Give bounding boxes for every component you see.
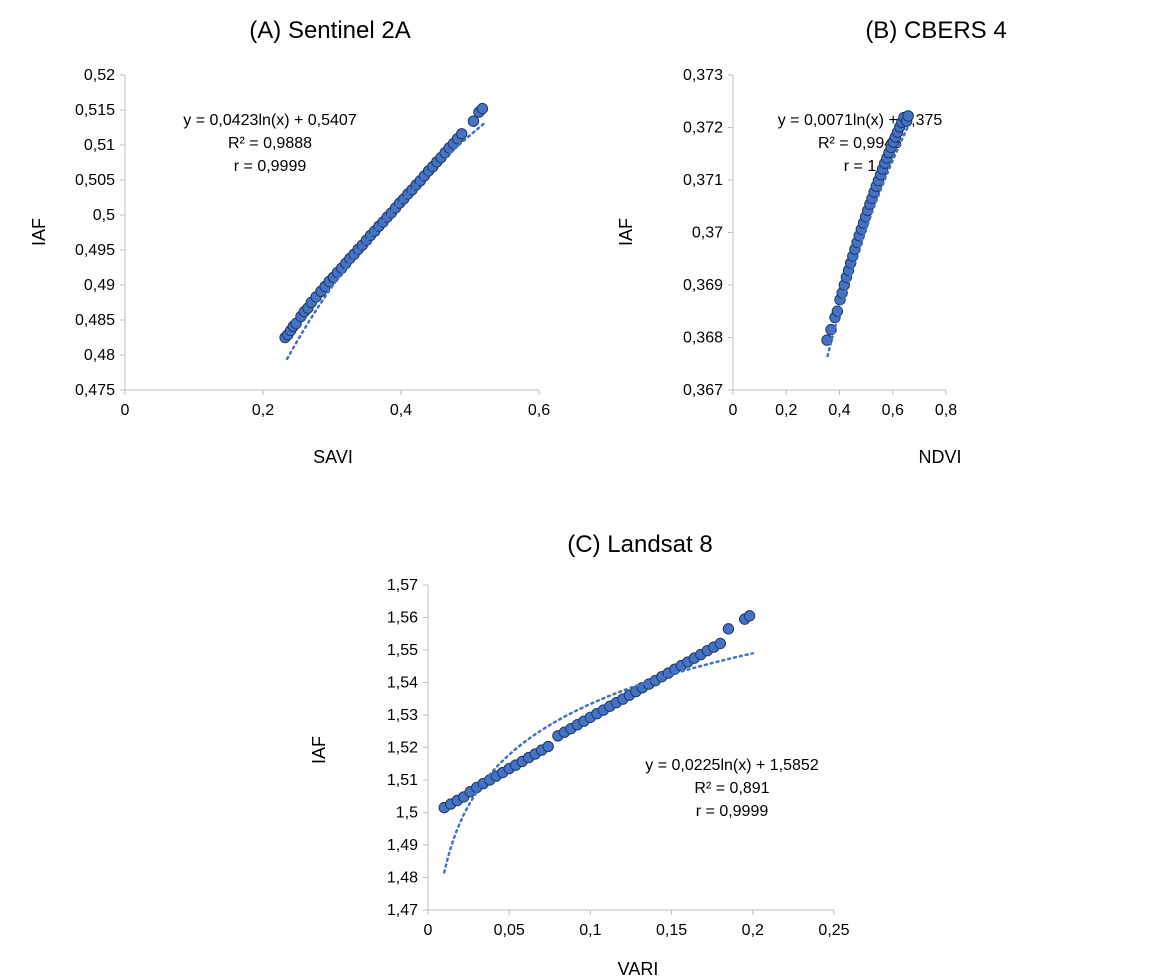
chart-b-x-tick-label: 0 [729, 402, 738, 419]
chart-b-y-tick-label: 0,368 [683, 330, 723, 347]
chart-c-y-tick-label: 1,53 [387, 707, 418, 724]
chart-c-y-tick-label: 1,57 [387, 577, 418, 594]
chart-c-r-squared: R² = 0,891 [694, 780, 769, 797]
chart-b-y-axis-label: IAF [616, 218, 636, 246]
chart-c-annotation: y = 0,0225ln(x) + 1,5852 R² = 0,891 r = … [645, 757, 819, 820]
chart-b-correlation: r = 1 [844, 158, 877, 175]
chart-c-x-tick-label: 0,15 [656, 922, 687, 939]
chart-b-title: (B) CBERS 4 [865, 17, 1006, 44]
chart-b-data-point [821, 334, 833, 346]
chart-b-points [821, 110, 914, 346]
chart-c-y-tick-label: 1,47 [387, 902, 418, 919]
chart-b-y-tick-label: 0,37 [692, 225, 723, 242]
chart-b: (B) CBERS 4 IAF NDVI y = 0,0071ln(x) + 0… [616, 17, 1007, 467]
chart-a-y-tick-label: 0,5 [93, 207, 115, 224]
chart-c-y-tick-label: 1,55 [387, 642, 418, 659]
chart-b-x-tick-label: 0,4 [828, 402, 850, 419]
chart-a-x-tick-label: 0,2 [252, 402, 274, 419]
chart-a-data-point [467, 115, 480, 127]
chart-c-data-point [743, 610, 756, 622]
chart-c-title: (C) Landsat 8 [567, 531, 712, 558]
chart-a-y-tick-label: 0,505 [75, 172, 115, 189]
chart-a-x-tick-label: 0 [121, 402, 130, 419]
chart-a-y-tick-label: 0,51 [84, 137, 115, 154]
chart-c-y-tick-label: 1,49 [387, 837, 418, 854]
chart-c-y-axis-label: IAF [309, 736, 329, 764]
chart-c-y-tick-label: 1,54 [387, 675, 418, 692]
chart-c-data-point [542, 740, 554, 753]
chart-c-y-tick-label: 1,52 [387, 740, 418, 757]
chart-a-trendline [285, 122, 486, 361]
chart-c-y-tick-label: 1,5 [396, 805, 418, 822]
chart-a-x-tick-label: 0,6 [528, 402, 550, 419]
chart-b-x-axis-label: NDVI [918, 447, 961, 467]
chart-c-equation: y = 0,0225ln(x) + 1,5852 [645, 757, 819, 774]
chart-b-y-tick-label: 0,372 [683, 120, 723, 137]
chart-a-x-axis-label: SAVI [313, 447, 353, 467]
chart-b-x-tick-label: 0,6 [882, 402, 904, 419]
chart-b-x-tick-label: 0,8 [935, 402, 957, 419]
chart-a-y-tick-label: 0,495 [75, 242, 115, 259]
chart-c-points [438, 610, 756, 814]
chart-a: (A) Sentinel 2A IAF SAVI y = 0,0423ln(x)… [29, 17, 550, 467]
chart-c-x-tick-label: 0 [424, 922, 433, 939]
chart-b-annotation: y = 0,0071ln(x) + 0,375 R² = 0,9945 r = … [778, 112, 943, 175]
chart-a-data-point [476, 102, 489, 115]
chart-c-y-tick-label: 1,48 [387, 870, 418, 887]
chart-c: (C) Landsat 8 IAF VARI y = 0,0225ln(x) +… [309, 531, 850, 978]
chart-c-x-tick-label: 0,25 [818, 922, 849, 939]
chart-b-equation: y = 0,0071ln(x) + 0,375 [778, 112, 943, 129]
chart-c-x-axis-label: VARI [618, 959, 659, 978]
chart-a-correlation: r = 0,9999 [234, 158, 307, 175]
chart-b-x-tick-label: 0,2 [775, 402, 797, 419]
chart-c-y-tick-label: 1,51 [387, 772, 418, 789]
chart-c-data-point [722, 623, 735, 635]
chart-a-y-tick-label: 0,49 [84, 277, 115, 294]
chart-a-y-tick-label: 0,48 [84, 347, 115, 364]
chart-a-y-tick-label: 0,475 [75, 382, 115, 399]
chart-b-y-tick-label: 0,367 [683, 382, 723, 399]
chart-a-data-point [456, 128, 468, 140]
chart-b-r-squared: R² = 0,9945 [818, 135, 902, 152]
chart-a-y-axis-label: IAF [29, 218, 49, 246]
chart-b-data-point [902, 110, 914, 122]
chart-a-r-squared: R² = 0,9888 [228, 135, 312, 152]
chart-c-correlation: r = 0,9999 [696, 803, 769, 820]
chart-c-x-tick-label: 0,05 [494, 922, 525, 939]
chart-a-x-tick-label: 0,4 [390, 402, 412, 419]
chart-b-y-tick-label: 0,369 [683, 277, 723, 294]
chart-a-y-tick-label: 0,515 [75, 102, 115, 119]
chart-b-y-tick-label: 0,373 [683, 67, 723, 84]
chart-a-title: (A) Sentinel 2A [249, 17, 410, 44]
chart-a-y-tick-label: 0,52 [84, 67, 115, 84]
chart-b-y-tick-label: 0,371 [683, 172, 723, 189]
chart-c-x-tick-label: 0,2 [742, 922, 764, 939]
chart-a-equation: y = 0,0423ln(x) + 0,5407 [183, 112, 357, 129]
chart-c-x-tick-label: 0,1 [579, 922, 601, 939]
chart-b-trendline [826, 123, 910, 358]
chart-c-trendline [442, 652, 755, 874]
chart-c-y-tick-label: 1,56 [387, 610, 418, 627]
chart-a-y-tick-label: 0,485 [75, 312, 115, 329]
chart-a-annotation: y = 0,0423ln(x) + 0,5407 R² = 0,9888 r =… [183, 112, 357, 175]
chart-c-data-point [714, 637, 727, 650]
